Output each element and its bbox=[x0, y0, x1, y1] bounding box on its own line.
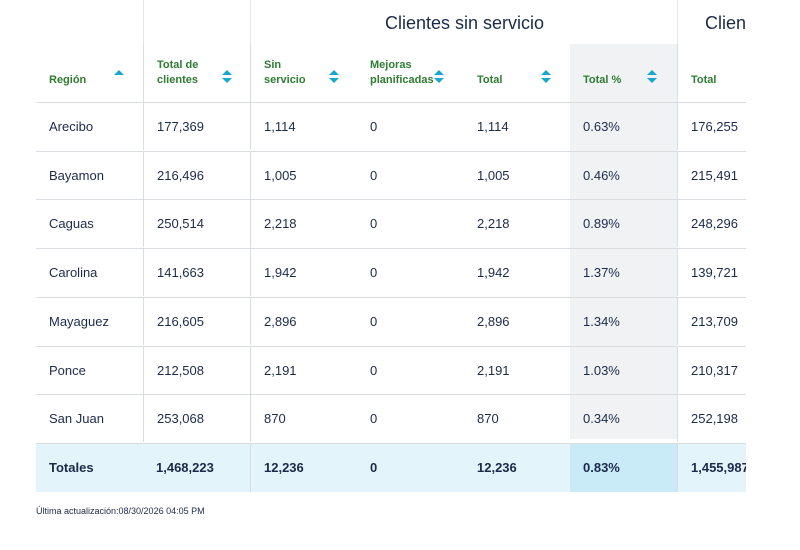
column-header-total_clientes[interactable]: Total de clientes bbox=[143, 44, 250, 102]
cell-total_clientes: 212,508 bbox=[143, 346, 250, 394]
cell-total_next: 252,198 bbox=[677, 395, 746, 443]
cell-total: 1,005 bbox=[477, 167, 510, 183]
cell-total: 2,896 bbox=[477, 313, 510, 329]
cell-total: 1,942 bbox=[477, 265, 510, 281]
table-row: Arecibo 177,369 1,114 0 1,114 0.63% 176,255 bbox=[36, 102, 746, 150]
column-header-row: Región Total de clientes Sin servicio Mejor… bbox=[36, 44, 746, 102]
column-header-total[interactable]: Total bbox=[464, 44, 570, 102]
cell-sin_servicio: 1,114 bbox=[250, 103, 357, 150]
cell-mejoras: 0 bbox=[370, 167, 378, 183]
totals-cell-sin_servicio: 12,236 bbox=[250, 443, 357, 492]
column-header-mejoras[interactable]: Mejoras planificadas bbox=[357, 44, 464, 102]
totals-cell-total_pct: 0.83% bbox=[583, 460, 620, 476]
column-header-label: Región bbox=[49, 74, 87, 86]
cell-region: Mayaguez bbox=[49, 313, 109, 329]
sort-icon[interactable] bbox=[222, 70, 232, 84]
table-row: Ponce 212,508 2,191 0 2,191 1.03% 210,317 bbox=[36, 345, 746, 394]
cell-sin_servicio: 1,942 bbox=[250, 249, 357, 297]
cell-mejoras: 0 bbox=[370, 119, 378, 134]
last-updated-text: Última actualización:08/30/2026 04:05 PM bbox=[36, 506, 205, 516]
cell-sin_servicio: 2,218 bbox=[250, 200, 357, 248]
cell-region: Caguas bbox=[49, 216, 94, 232]
cell-total_pct: 1.37% bbox=[583, 265, 620, 281]
cell-total_clientes: 250,514 bbox=[143, 200, 250, 248]
column-header-region[interactable]: Región bbox=[36, 44, 143, 102]
sort-ascending-icon[interactable] bbox=[114, 70, 124, 84]
cell-total: 2,218 bbox=[477, 216, 510, 232]
totals-cell-mejoras: 0 bbox=[370, 460, 378, 476]
cell-sin_servicio: 1,005 bbox=[250, 151, 357, 199]
totals-cell-total_next: 1,455,987 bbox=[677, 443, 746, 492]
pct-column-shade bbox=[570, 44, 677, 439]
column-header-sin_servicio[interactable]: Sin servicio bbox=[250, 44, 357, 102]
totals-pct-shade bbox=[570, 443, 677, 492]
sort-icon[interactable] bbox=[434, 70, 444, 84]
cell-total_clientes: 216,605 bbox=[143, 297, 250, 345]
cell-mejoras: 0 bbox=[370, 313, 378, 329]
cell-total_clientes: 141,663 bbox=[143, 249, 250, 297]
cell-total_pct: 1.34% bbox=[583, 313, 620, 329]
column-header-label: Sin servicio bbox=[264, 59, 306, 86]
sort-icon[interactable] bbox=[541, 70, 551, 84]
column-header-label: Total bbox=[477, 74, 503, 86]
cell-mejoras: 0 bbox=[370, 216, 378, 232]
column-header-total_next: Total bbox=[677, 44, 746, 102]
table-row: San Juan 253,068 870 0 870 0.34% 252,198 bbox=[36, 394, 746, 443]
cell-region: Bayamon bbox=[49, 167, 104, 183]
cell-mejoras: 0 bbox=[370, 411, 378, 427]
totals-cell-total_clientes: 1,468,223 bbox=[156, 460, 214, 476]
cell-total_next: 213,709 bbox=[677, 297, 746, 345]
cell-sin_servicio: 2,191 bbox=[250, 346, 357, 394]
cell-total_next: 210,317 bbox=[677, 346, 746, 394]
cell-region: Ponce bbox=[49, 362, 86, 378]
table-row: Bayamon 216,496 1,005 0 1,005 0.46% 215,491 bbox=[36, 150, 746, 199]
cell-total: 870 bbox=[477, 411, 499, 427]
sort-icon[interactable] bbox=[329, 70, 339, 84]
cell-total_next: 215,491 bbox=[677, 151, 746, 199]
column-header-label: Mejoras planificadas bbox=[370, 59, 434, 86]
cell-total_pct: 0.34% bbox=[583, 411, 620, 427]
cell-total_next: 139,721 bbox=[677, 249, 746, 297]
column-header-label: Total de clientes bbox=[157, 59, 199, 86]
cell-total_pct: 1.03% bbox=[583, 362, 620, 378]
totals-cell-region: Totales bbox=[49, 460, 94, 476]
group-header-sin-servicio: Clientes sin servicio bbox=[250, 0, 678, 46]
outage-table: Clientes sin servicio Client Región Total… bbox=[36, 0, 746, 492]
cell-total_clientes: 177,369 bbox=[143, 103, 250, 150]
cell-total_pct: 0.63% bbox=[583, 119, 620, 134]
cell-total_pct: 0.89% bbox=[583, 216, 620, 232]
cell-mejoras: 0 bbox=[370, 362, 378, 378]
cell-total_clientes: 253,068 bbox=[143, 395, 250, 443]
column-header-label: Total bbox=[691, 74, 717, 86]
group-header-spacer bbox=[143, 0, 251, 46]
totals-cell-total: 12,236 bbox=[477, 460, 517, 476]
cell-mejoras: 0 bbox=[370, 265, 378, 281]
table-row: Mayaguez 216,605 2,896 0 2,896 1.34% 213,709 bbox=[36, 296, 746, 345]
cell-total_next: 248,296 bbox=[677, 200, 746, 248]
column-header-label: Total % bbox=[583, 74, 622, 86]
cell-sin_servicio: 870 bbox=[250, 395, 357, 443]
cell-region: Carolina bbox=[49, 265, 98, 281]
cell-total_pct: 0.46% bbox=[583, 167, 620, 183]
cell-total: 2,191 bbox=[477, 362, 510, 378]
cell-total: 1,114 bbox=[477, 119, 509, 134]
column-header-total_pct[interactable]: Total % bbox=[570, 44, 677, 102]
table-row: Caguas 250,514 2,218 0 2,218 0.89% 248,296 bbox=[36, 199, 746, 248]
totals-row: Totales 1,468,223 12,236 0 12,236 0.83% 1,455,… bbox=[36, 442, 746, 492]
cell-total_clientes: 216,496 bbox=[143, 151, 250, 199]
cell-total_next: 176,255 bbox=[677, 103, 746, 150]
sort-icon[interactable] bbox=[647, 70, 657, 84]
cell-sin_servicio: 2,896 bbox=[250, 297, 357, 345]
cell-region: Arecibo bbox=[49, 119, 94, 134]
table-row: Carolina 141,663 1,942 0 1,942 1.37% 139,721 bbox=[36, 248, 746, 297]
cell-region: San Juan bbox=[49, 411, 104, 427]
group-header-next: Client bbox=[677, 0, 746, 46]
